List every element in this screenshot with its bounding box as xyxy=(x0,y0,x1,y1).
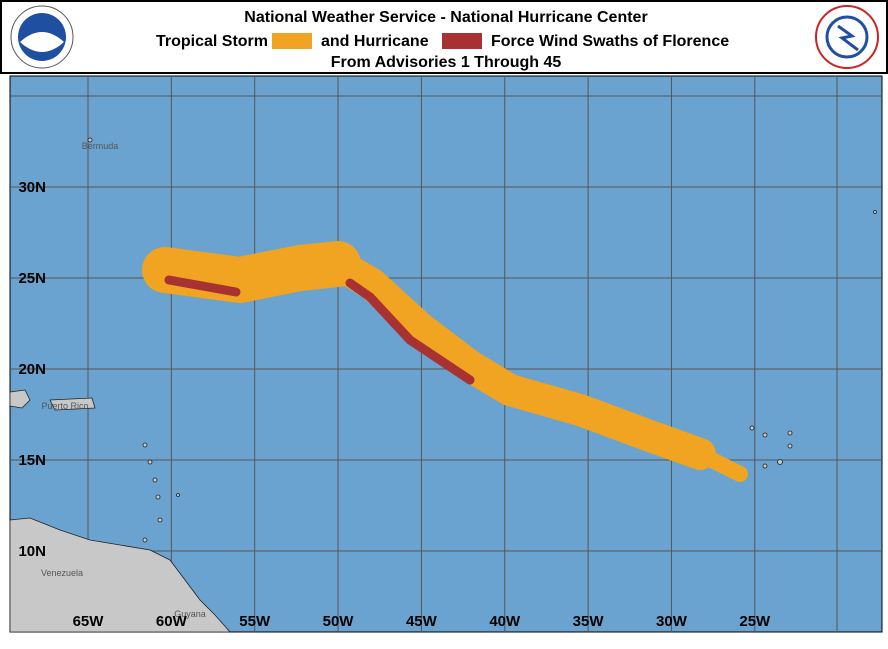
place-label: Venezuela xyxy=(41,568,83,578)
x-tick-label: 45W xyxy=(406,613,438,630)
place-label: Guyana xyxy=(174,609,206,619)
noaa-logo xyxy=(10,5,74,69)
legend-label: and Hurricane xyxy=(321,33,429,50)
y-tick-label: 20N xyxy=(18,361,46,378)
title-line: National Weather Service - National Hurr… xyxy=(244,9,647,26)
x-tick-label: 40W xyxy=(489,613,521,630)
tropical-storm-swath xyxy=(322,248,716,470)
nws-logo xyxy=(815,5,879,69)
x-tick-label: 55W xyxy=(239,613,271,630)
tropical-storm-swath xyxy=(692,446,748,482)
x-tick-label: 60W xyxy=(156,613,188,630)
y-tick-label: 15N xyxy=(18,452,46,469)
title-line: From Advisories 1 Through 45 xyxy=(331,54,562,71)
x-tick-label: 50W xyxy=(323,613,355,630)
legend-label: Tropical Storm xyxy=(156,33,268,50)
y-tick-label: 25N xyxy=(18,270,46,287)
hurricane-swath xyxy=(345,278,475,385)
y-tick-label: 30N xyxy=(18,179,46,196)
legend-swatch xyxy=(442,33,482,49)
swaths xyxy=(142,241,748,482)
place-label: Bermuda xyxy=(82,141,119,151)
grid xyxy=(10,76,882,632)
legend-swatch xyxy=(272,33,312,49)
legend-label: Force Wind Swaths of Florence xyxy=(491,33,729,50)
x-tick-label: 25W xyxy=(739,613,771,630)
place-label: Puerto Rico xyxy=(41,401,88,411)
y-tick-label: 10N xyxy=(18,543,46,560)
hurricane-swath xyxy=(164,275,241,297)
x-tick-label: 30W xyxy=(656,613,688,630)
tropical-storm-swath xyxy=(142,241,361,303)
land xyxy=(9,137,877,633)
x-tick-label: 35W xyxy=(573,613,605,630)
x-tick-label: 65W xyxy=(73,613,105,630)
